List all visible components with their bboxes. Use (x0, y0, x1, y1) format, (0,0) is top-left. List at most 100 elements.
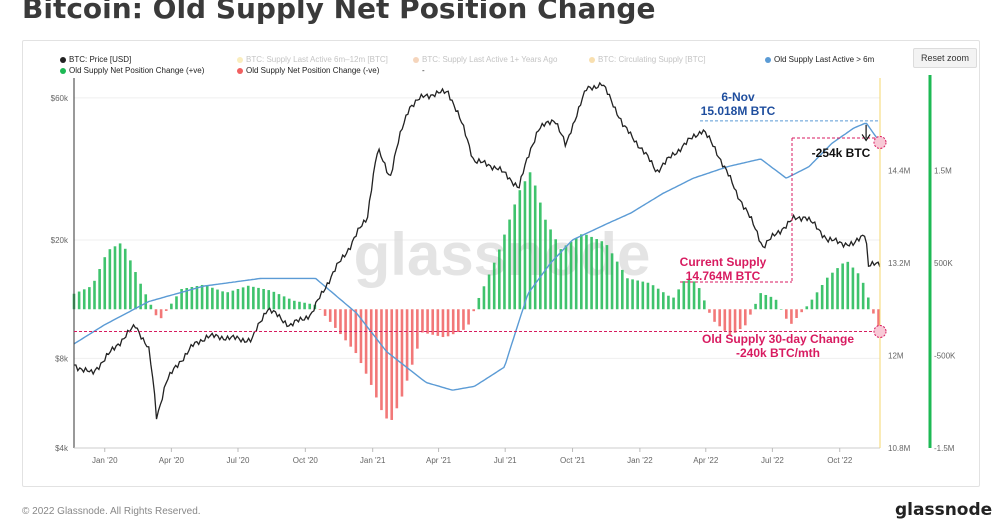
change-bar (749, 309, 752, 315)
x-tick-label: Apr '20 (159, 456, 185, 465)
change-bar (846, 261, 850, 310)
legend-label: BTC: Supply Last Active 1+ Years Ago (422, 55, 558, 64)
legend-dot-icon (237, 56, 243, 63)
legend-item-supply-6m-12m[interactable]: BTC: Supply Last Active 6m–12m [BTC] (237, 55, 388, 64)
change-bar (323, 309, 327, 316)
change-bar (421, 309, 424, 333)
change-bar (703, 300, 706, 310)
change-bar (677, 289, 680, 310)
change-bar (462, 309, 465, 330)
price-tick-label: $4k (55, 444, 69, 453)
change-bar (221, 291, 224, 310)
change-bar (241, 287, 245, 310)
change-bar (231, 290, 235, 310)
legend-item-circulating[interactable]: BTC: Circulating Supply [BTC] (589, 55, 706, 64)
change-bar (431, 309, 435, 335)
change-bar (590, 236, 593, 310)
legend-item-supply-1y[interactable]: BTC: Supply Last Active 1+ Years Ago (413, 55, 557, 64)
x-tick-label: Jul '20 (227, 456, 250, 465)
change-bar (211, 287, 214, 310)
change-bar (492, 262, 496, 310)
change-bar (559, 249, 563, 310)
annotation-shapes (74, 120, 887, 338)
change-tick-label: -1.5M (934, 444, 955, 453)
change-bar (738, 309, 742, 330)
change-bar (364, 309, 368, 374)
change-bar (369, 309, 373, 385)
change-bar (216, 289, 219, 310)
change-bar (585, 234, 588, 310)
reset-zoom-button[interactable]: Reset zoom (913, 48, 977, 68)
change-bar (528, 172, 532, 310)
change-bar (82, 289, 86, 310)
change-bar (800, 309, 803, 313)
change-bar (436, 309, 440, 336)
change-bar (385, 309, 388, 419)
change-bar (457, 309, 460, 333)
change-bar (487, 274, 491, 310)
legend-item-dash[interactable]: - (413, 66, 425, 75)
change-bar (764, 294, 768, 310)
change-bar (877, 309, 880, 331)
change-bar (277, 294, 281, 310)
legend-label: BTC: Circulating Supply [BTC] (598, 55, 706, 64)
change-bar (784, 309, 788, 319)
x-tick-label: Apr '21 (426, 456, 452, 465)
change-bar (564, 245, 568, 310)
change-bar (769, 296, 773, 310)
change-bar (820, 284, 824, 310)
change-bar (687, 278, 691, 310)
change-bar (190, 286, 194, 310)
legend-dot-icon (589, 56, 595, 63)
x-tick-label: Oct '20 (293, 456, 319, 465)
change-bar (523, 181, 527, 310)
legend-item-change-positive[interactable]: Old Supply Net Position Change (+ve) (60, 66, 204, 75)
change-bar (390, 309, 394, 420)
change-bar (349, 309, 353, 347)
change-bar (779, 309, 783, 310)
change-bar (615, 261, 619, 310)
footer-logo: glassnode (895, 500, 993, 520)
change-bar (195, 285, 199, 310)
change-bar (426, 309, 429, 334)
change-bar (539, 202, 542, 310)
change-bar (733, 309, 737, 333)
supply-tick-label: 13.2M (888, 259, 911, 268)
legend-label: Old Supply Last Active > 6m (774, 55, 875, 64)
change-tick-label: -500K (934, 352, 956, 361)
current-change-marker (873, 324, 887, 338)
change-bar (810, 299, 814, 310)
change-bar (744, 309, 747, 326)
change-bar (626, 278, 629, 310)
change-bar (754, 303, 757, 310)
change-bar (815, 292, 819, 310)
change-bar (318, 309, 322, 310)
change-tick-label: 500K (934, 259, 953, 268)
change-bar (380, 309, 383, 411)
change-bar (328, 309, 332, 322)
change-bar (185, 287, 189, 310)
legend-label: Old Supply Net Position Change (+ve) (69, 66, 205, 75)
x-tick-label: Jan '22 (627, 456, 653, 465)
change-bar (866, 297, 870, 310)
x-tick-label: Jan '21 (360, 456, 386, 465)
legend-dot-icon (413, 56, 419, 63)
legend-label: BTC: Supply Last Active 6m–12m [BTC] (246, 55, 388, 64)
page-title: Bitcoin: Old Supply Net Position Change (22, 0, 656, 25)
change-bar (692, 281, 696, 310)
change-bar (98, 269, 101, 310)
legend-item-price[interactable]: BTC: Price [USD] (60, 55, 131, 64)
change-bar (108, 249, 112, 310)
legend-dot-icon (413, 67, 419, 74)
annotation-30day-change-label: Old Supply 30-day Change (702, 332, 854, 346)
legend-item-change-negative[interactable]: Old Supply Net Position Change (-ve) (237, 66, 379, 75)
legend-item-old-supply[interactable]: Old Supply Last Active > 6m (765, 55, 874, 64)
change-bar (774, 299, 778, 310)
annotation-supply-drop: -254k BTC (812, 146, 871, 160)
change-bar (841, 263, 844, 310)
change-bar (656, 288, 660, 310)
legend-label: - (422, 66, 425, 75)
change-bar (170, 303, 173, 310)
change-bar (416, 309, 419, 349)
